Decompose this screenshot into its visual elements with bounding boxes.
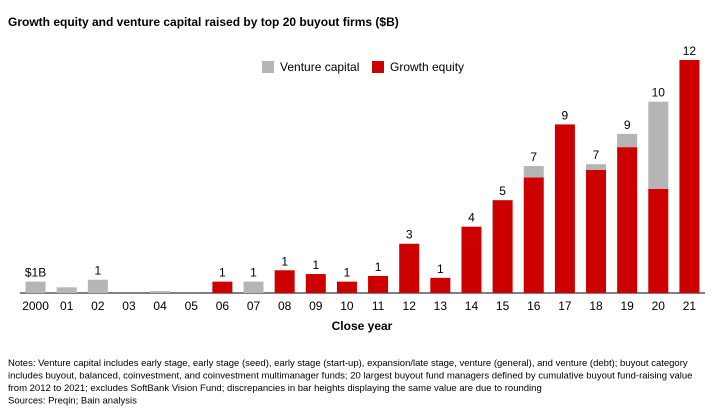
total-label: 3 (406, 228, 413, 242)
x-tick-label: 10 (340, 299, 354, 313)
bar-segment (648, 101, 669, 189)
total-label: 9 (624, 118, 631, 132)
total-label: 1 (219, 266, 226, 280)
legend-label: Venture capital (280, 60, 359, 74)
bar-segment (554, 124, 575, 294)
total-label: $1B (25, 266, 46, 280)
total-label: 4 (468, 211, 475, 225)
bar-segment (150, 291, 171, 293)
total-label: 1 (375, 260, 382, 274)
note-line: Sources: Preqin; Bain analysis (8, 396, 137, 407)
note-line: from 2012 to 2021; excludes SoftBank Vis… (8, 383, 542, 394)
bar-segment (243, 281, 264, 293)
bar-segment (274, 270, 295, 293)
bar-segment (25, 281, 46, 293)
note-line: includes buyout, balanced, coinvestment,… (8, 371, 692, 382)
bar-segment (617, 133, 638, 148)
total-label: 1 (312, 258, 319, 272)
x-tick-label: 05 (185, 299, 199, 313)
x-tick-label: 18 (589, 299, 603, 313)
x-tick-label: 02 (91, 299, 105, 313)
bar-segment (368, 275, 389, 293)
legend-swatch (372, 61, 384, 73)
x-tick-label: 14 (465, 299, 479, 313)
bar-segment (430, 277, 451, 293)
x-tick-label: 15 (496, 299, 510, 313)
bar-segment (586, 169, 607, 293)
total-label: 7 (530, 150, 537, 164)
bar-segment (212, 281, 233, 293)
bar-segment (586, 164, 607, 170)
x-tick-label: 20 (652, 299, 666, 313)
chart-title: Growth equity and venture capital raised… (8, 15, 399, 29)
total-label: 1 (250, 266, 257, 280)
bar-segment (461, 226, 482, 293)
note-line: Notes: Venture capital includes early st… (8, 358, 688, 369)
x-tick-label: 21 (683, 299, 697, 313)
bar-segment (492, 200, 513, 293)
bar-segment (305, 274, 326, 293)
legend-swatch (262, 61, 274, 73)
bar-segment (56, 287, 77, 293)
x-tick-label: 01 (60, 299, 74, 313)
x-tick-label: 17 (558, 299, 572, 313)
total-label: 10 (652, 86, 666, 100)
total-label: 7 (593, 148, 600, 162)
x-tick-label: 06 (216, 299, 230, 313)
bar-segment (523, 166, 544, 178)
total-label: 1 (344, 266, 351, 280)
bar-segment (87, 279, 108, 293)
x-tick-label: 16 (527, 299, 541, 313)
bar-segment (679, 60, 700, 293)
x-tick-label: 09 (309, 299, 323, 313)
total-label: 12 (683, 44, 697, 58)
total-label: 5 (499, 184, 506, 198)
x-axis-label: Close year (332, 319, 393, 333)
bar-segment (336, 281, 357, 293)
x-tick-label: 19 (620, 299, 634, 313)
x-tick-label: 13 (434, 299, 448, 313)
total-label: 1 (94, 264, 101, 278)
x-tick-label: 07 (247, 299, 261, 313)
x-tick-label: 04 (153, 299, 167, 313)
total-label: 1 (437, 262, 444, 276)
x-tick-label: 08 (278, 299, 292, 313)
x-tick-label: 03 (122, 299, 136, 313)
x-tick-label: 11 (372, 299, 385, 313)
x-tick-label: 2000 (22, 299, 49, 313)
legend-label: Growth equity (390, 60, 464, 74)
bar-segment (648, 188, 669, 293)
bar-segment (523, 177, 544, 293)
total-label: 1 (281, 254, 288, 268)
x-tick-label: 12 (403, 299, 417, 313)
total-label: 9 (562, 108, 569, 122)
bar-segment (399, 243, 420, 293)
bar-segment (617, 147, 638, 293)
